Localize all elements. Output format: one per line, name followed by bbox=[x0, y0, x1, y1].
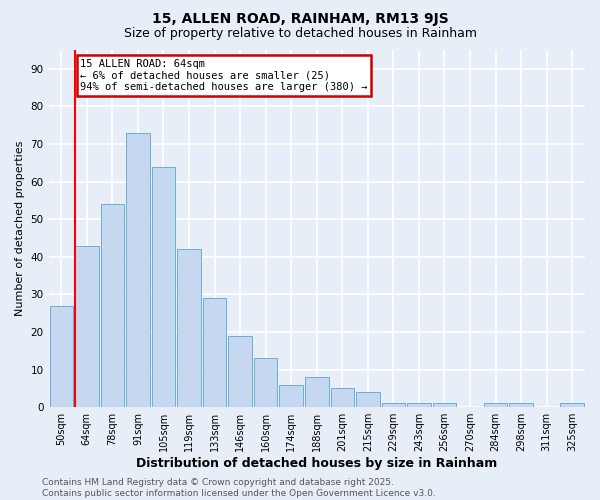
Bar bbox=[382, 404, 405, 407]
Bar bbox=[305, 377, 329, 407]
Text: 15 ALLEN ROAD: 64sqm
← 6% of detached houses are smaller (25)
94% of semi-detach: 15 ALLEN ROAD: 64sqm ← 6% of detached ho… bbox=[80, 59, 368, 92]
Bar bbox=[560, 404, 584, 407]
Bar bbox=[280, 384, 303, 407]
Bar bbox=[407, 404, 431, 407]
Text: Size of property relative to detached houses in Rainham: Size of property relative to detached ho… bbox=[124, 28, 476, 40]
Bar bbox=[126, 132, 150, 407]
Y-axis label: Number of detached properties: Number of detached properties bbox=[15, 141, 25, 316]
Bar bbox=[203, 298, 226, 407]
Text: 15, ALLEN ROAD, RAINHAM, RM13 9JS: 15, ALLEN ROAD, RAINHAM, RM13 9JS bbox=[152, 12, 448, 26]
Bar bbox=[356, 392, 380, 407]
Bar bbox=[50, 306, 73, 407]
Bar bbox=[229, 336, 252, 407]
Bar bbox=[177, 250, 201, 407]
Bar bbox=[433, 404, 456, 407]
Bar bbox=[152, 166, 175, 407]
Bar bbox=[101, 204, 124, 407]
Bar bbox=[254, 358, 277, 407]
Bar bbox=[331, 388, 354, 407]
Bar bbox=[75, 246, 98, 407]
Bar bbox=[484, 404, 508, 407]
X-axis label: Distribution of detached houses by size in Rainham: Distribution of detached houses by size … bbox=[136, 457, 497, 470]
Text: Contains HM Land Registry data © Crown copyright and database right 2025.
Contai: Contains HM Land Registry data © Crown c… bbox=[42, 478, 436, 498]
Bar bbox=[509, 404, 533, 407]
